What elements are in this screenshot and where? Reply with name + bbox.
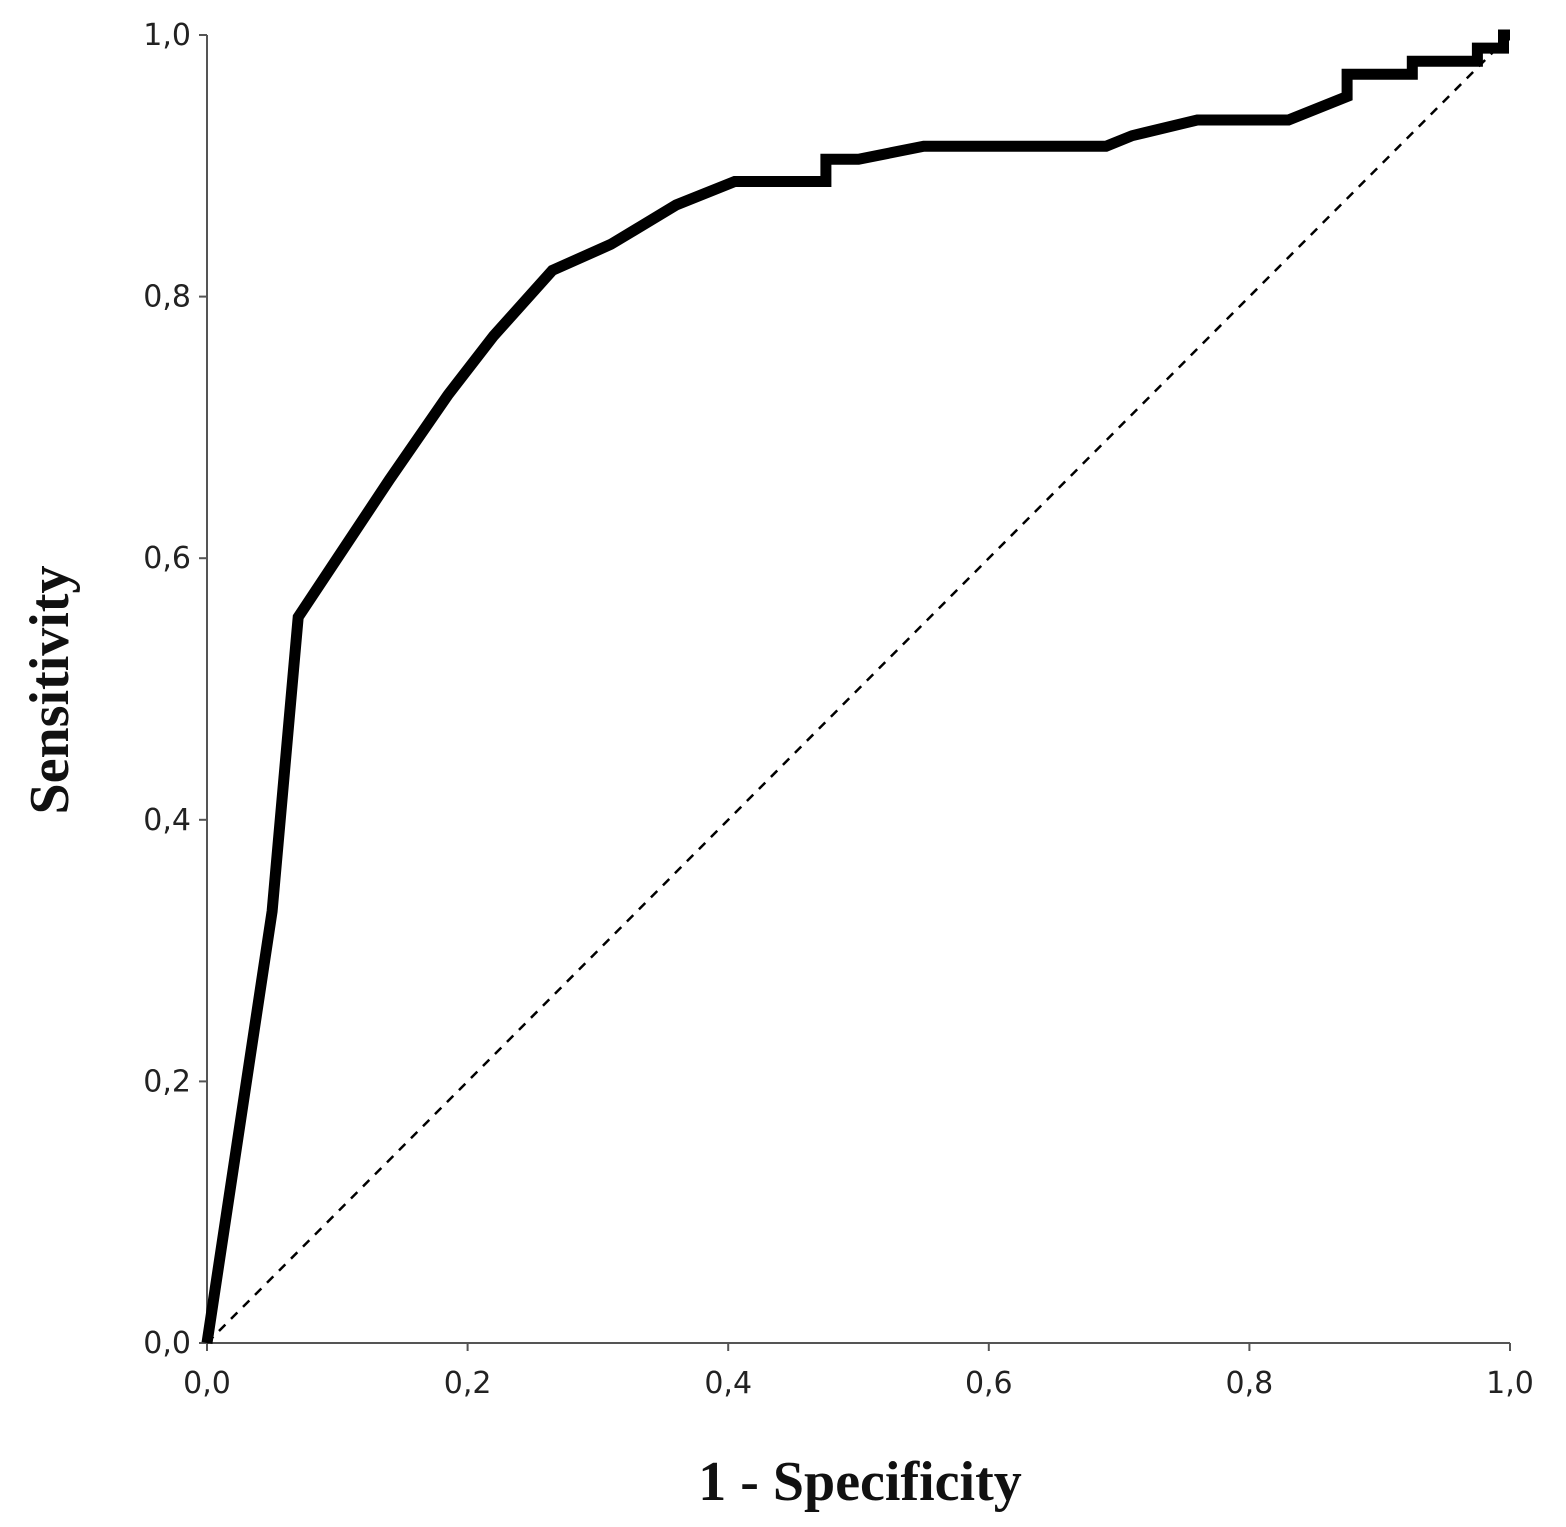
roc-curve-line — [201, 29, 1510, 1344]
y-tick-label: 0,8 — [143, 280, 191, 315]
y-tick-label: 0,2 — [143, 1064, 191, 1099]
y-axis-ticks: 0,0 0,2 0,4 0,6 0,8 1,0 — [143, 18, 207, 1361]
reference-diagonal-line — [206, 34, 1511, 1344]
x-tick-label: 0,4 — [704, 1366, 752, 1401]
x-tick-label: 0,0 — [183, 1366, 231, 1401]
plot-lines — [201, 29, 1511, 1344]
x-axis-title: 1 - Specificity — [698, 1451, 1021, 1513]
x-axis-ticks: 0,0 0,2 0,4 0,6 0,8 1,0 — [183, 1343, 1534, 1401]
x-tick-label: 0,6 — [965, 1366, 1013, 1401]
y-tick-label: 0,4 — [143, 803, 191, 838]
axes — [206, 35, 1510, 1344]
y-tick-label: 1,0 — [143, 18, 191, 53]
x-tick-label: 0,2 — [444, 1366, 492, 1401]
y-axis-title: Sensitivity — [19, 566, 81, 815]
x-tick-label: 1,0 — [1486, 1366, 1534, 1401]
y-tick-label: 0,6 — [143, 541, 191, 576]
y-tick-label: 0,0 — [143, 1326, 191, 1361]
x-tick-label: 0,8 — [1226, 1366, 1274, 1401]
